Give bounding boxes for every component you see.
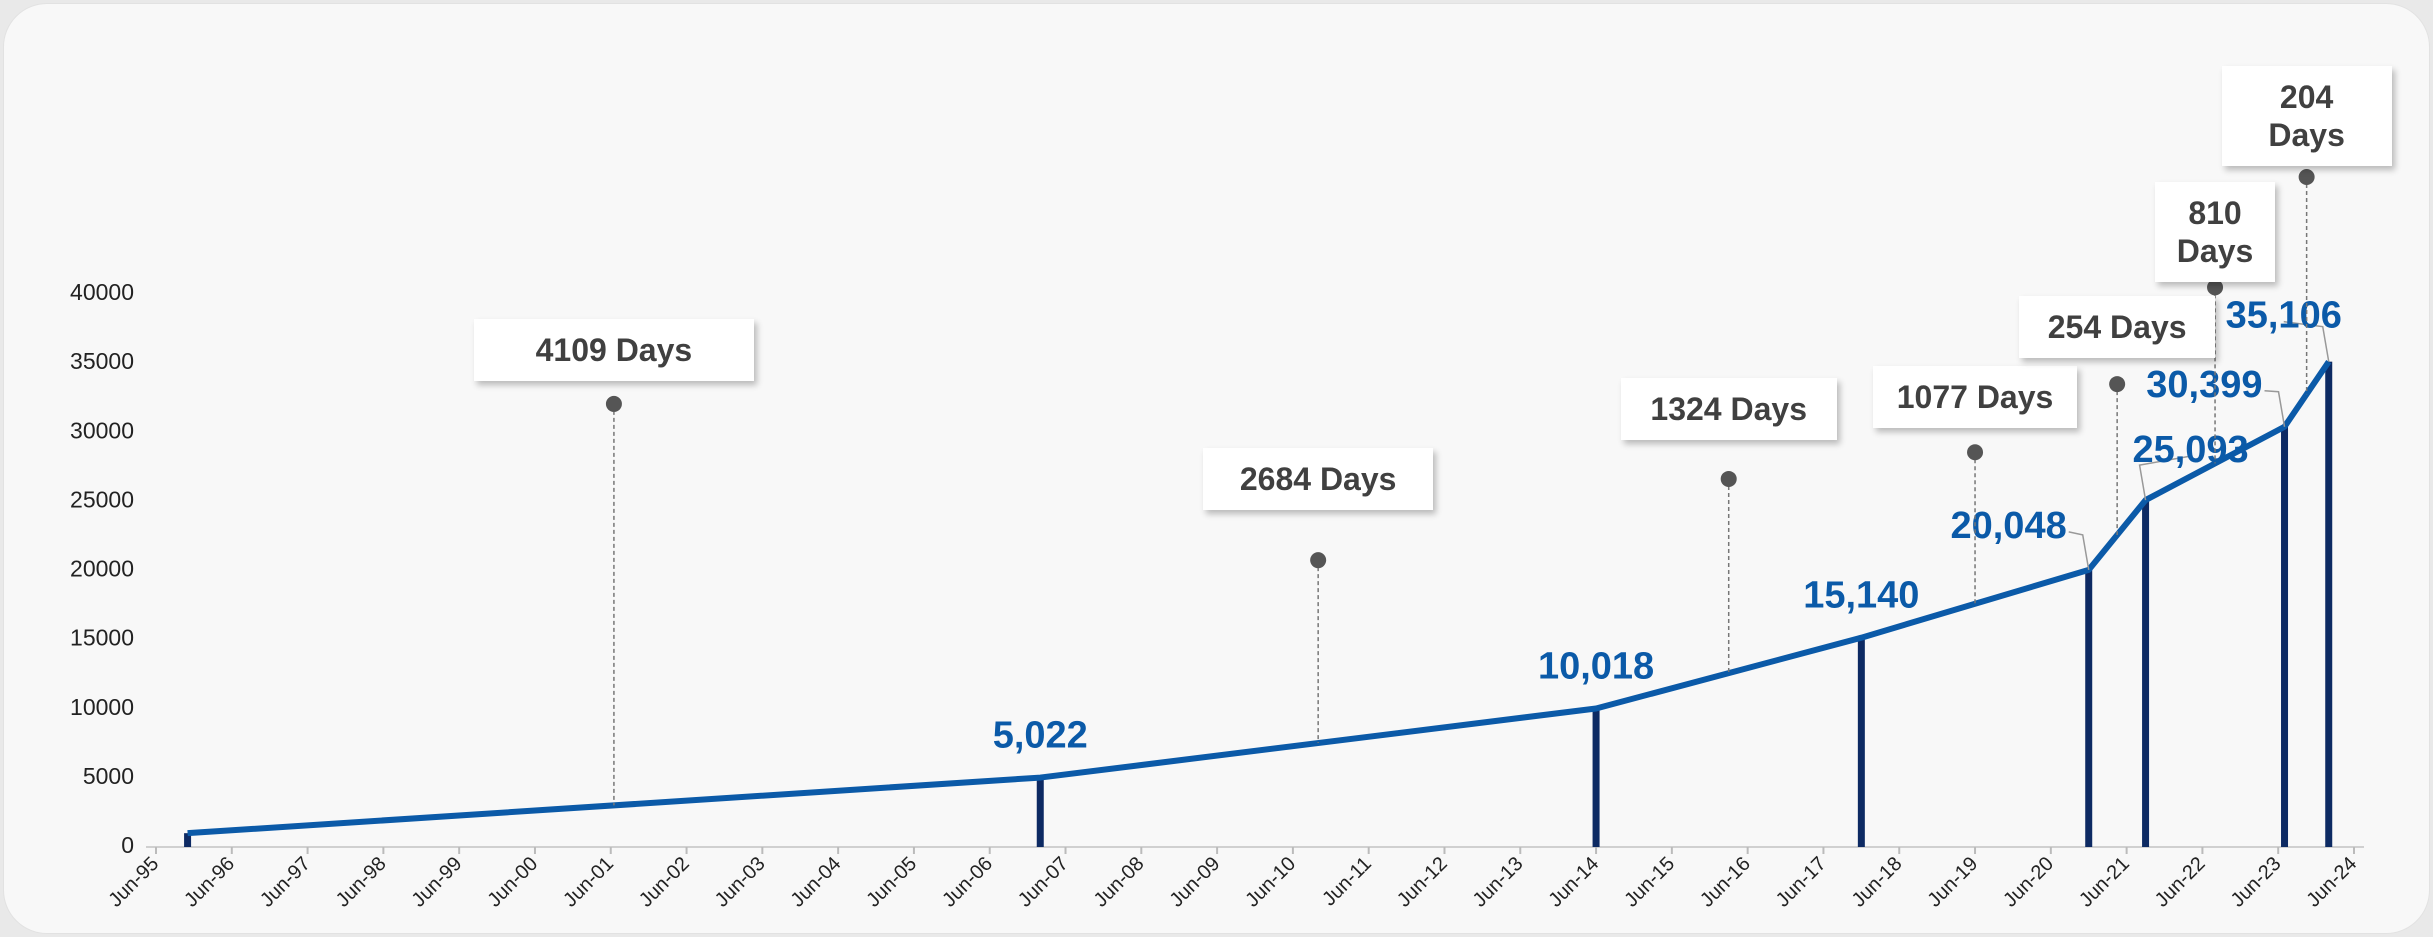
x-tick-label: Jun-10 [1241, 853, 1300, 912]
annotation-dot [2207, 279, 2224, 296]
annotation-dot [2109, 376, 2126, 393]
data-label: 30,399 [2146, 364, 2262, 406]
annotation-dot [1310, 552, 1327, 569]
x-tick-label: Jun-96 [180, 853, 239, 912]
x-tick-label: Jun-18 [1848, 853, 1907, 912]
x-tick-label: Jun-98 [332, 853, 391, 912]
data-label: 10,018 [1538, 646, 1654, 688]
bar [1592, 708, 1600, 847]
x-tick-label: Jun-15 [1620, 853, 1679, 912]
x-tick-label: Jun-99 [408, 853, 467, 912]
x-tick-label: Jun-03 [711, 853, 770, 912]
x-tick-label: Jun-19 [1924, 853, 1983, 912]
y-tick-label: 0 [121, 832, 134, 858]
y-tick-label: 10000 [70, 694, 134, 720]
x-tick-label: Jun-01 [559, 853, 618, 912]
y-tick-label: 40000 [70, 279, 134, 305]
x-tick-label: Jun-17 [1772, 853, 1831, 912]
annotation-dot [2298, 169, 2315, 185]
bar [1857, 637, 1865, 847]
x-tick-label: Jun-22 [2151, 853, 2210, 912]
x-tick-label: Jun-05 [862, 853, 921, 912]
x-tick-label: Jun-11 [1318, 853, 1376, 911]
x-tick-label: Jun-14 [1545, 853, 1604, 912]
annotation: 1077 Days [1873, 366, 2078, 428]
bar [184, 833, 192, 847]
x-tick-label: Jun-07 [1014, 853, 1073, 912]
bar [1036, 777, 1044, 847]
x-tick-label: Jun-00 [483, 853, 542, 912]
leader-line [2138, 455, 2191, 501]
x-tick-label: Jun-06 [938, 853, 997, 912]
annotation-dot [605, 395, 622, 412]
y-tick-label: 35000 [70, 348, 134, 374]
y-tick-label: 5000 [83, 763, 134, 789]
data-label: 20,048 [1950, 505, 2066, 547]
leader-line [2283, 320, 2330, 362]
chart-card: 0 5000 10000 15000 20000 25000 30000 35000 40000… [3, 3, 2430, 934]
annotation-dot [1720, 470, 1737, 487]
leader-line [2264, 389, 2286, 427]
x-tick-label: Jun-12 [1393, 853, 1452, 912]
annotation: 1324 Days [1620, 378, 1837, 440]
bar [2281, 426, 2289, 847]
data-label: 35,106 [2226, 295, 2342, 337]
x-tick-label: Jun-04 [787, 853, 846, 912]
x-tick-label: Jun-21 [2075, 853, 2134, 912]
data-label: 5,022 [993, 715, 1088, 757]
annotation: 204 Days [2221, 66, 2392, 166]
y-tick-label: 30000 [70, 417, 134, 443]
y-tick-label: 25000 [70, 486, 134, 512]
x-tick-label: Jun-02 [635, 853, 694, 912]
x-tick-label: Jun-16 [1696, 853, 1755, 912]
annotation: 2684 Days [1203, 448, 1434, 510]
y-tick-label: 15000 [70, 625, 134, 651]
data-label: 15,140 [1803, 575, 1919, 617]
leader-line [2068, 531, 2090, 570]
x-tick-label: Jun-09 [1166, 853, 1225, 912]
bar [2085, 569, 2093, 847]
data-label: 25,093 [2132, 429, 2248, 471]
bar [2142, 500, 2150, 847]
x-tick-label: Jun-20 [1999, 853, 2058, 912]
x-tick-label: Jun-97 [256, 853, 315, 912]
annotation: 4109 Days [473, 319, 754, 381]
line [187, 359, 2332, 837]
bar [2325, 361, 2333, 847]
annotation: 254 Days [2019, 296, 2216, 358]
x-tick-label: Jun-24 [2302, 853, 2361, 912]
x-tick-label: Jun-13 [1469, 853, 1528, 912]
y-tick-label: 20000 [70, 556, 134, 582]
chart: 0 5000 10000 15000 20000 25000 30000 35000 40000… [70, 169, 2364, 912]
x-tick-label: Jun-95 [104, 853, 163, 912]
annotation-dot [1967, 444, 1984, 461]
x-tick-label: Jun-23 [2227, 853, 2286, 912]
annotation: 810 Days [2155, 182, 2276, 282]
x-tick-label: Jun-08 [1090, 853, 1149, 912]
